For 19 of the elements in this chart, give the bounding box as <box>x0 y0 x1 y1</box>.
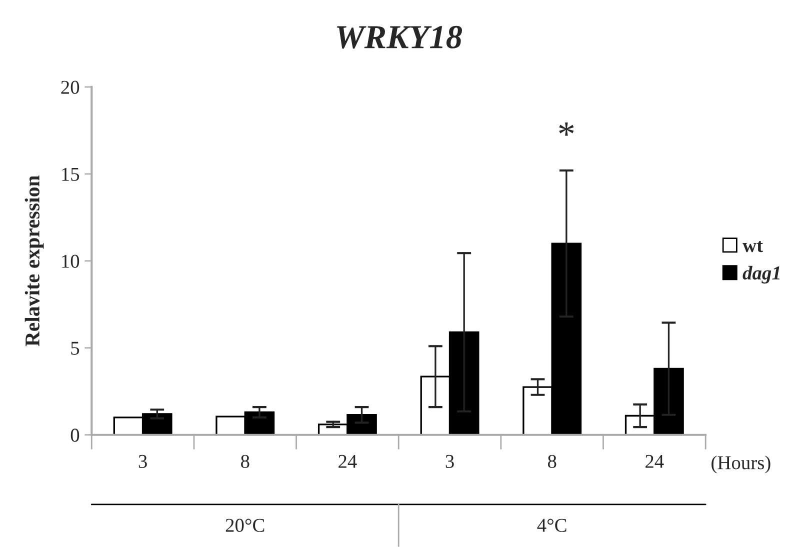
x-tick-label: 24 <box>646 454 664 468</box>
x-tick-label: 3 <box>446 454 454 468</box>
y-tick-label: 15 <box>62 168 80 181</box>
text: 4°C <box>537 518 566 532</box>
x-tick-label: 3 <box>138 454 147 468</box>
legend-label: wt <box>742 240 763 252</box>
text: (Hours) <box>712 456 770 474</box>
y-tick-label: 10 <box>62 254 80 268</box>
x-tick-label: 8 <box>241 454 250 468</box>
x-tick-label: 8 <box>548 454 556 468</box>
text: 20°C <box>226 518 264 532</box>
y-tick-label: 20 <box>61 80 80 94</box>
y-tick-label: 5 <box>71 342 80 355</box>
y-axis-title: Relavite expression <box>24 175 44 346</box>
chart-title: WRKY18 <box>337 26 462 49</box>
legend-label: dag1 <box>742 266 780 284</box>
annotation: * <box>559 122 574 136</box>
x-tick-label: 24 <box>338 454 357 468</box>
y-tick-label: 0 <box>70 428 80 442</box>
